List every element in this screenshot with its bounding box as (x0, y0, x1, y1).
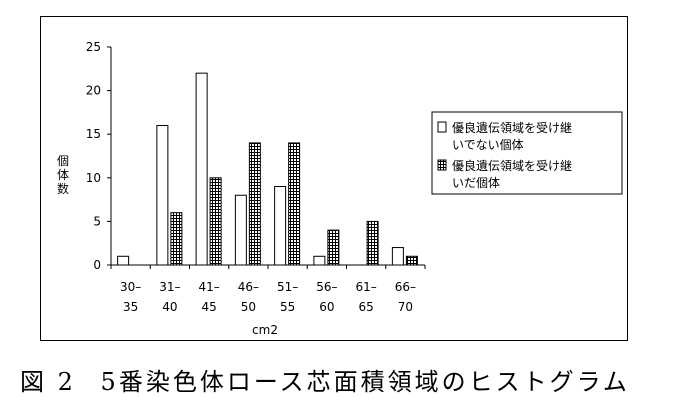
figure-title: 5番染色体ロース芯面積領域のヒストグラム (100, 368, 630, 396)
x-tick-label: 40 (162, 300, 177, 314)
legend-label: いだ個体 (452, 176, 500, 190)
legend-label: 優良遺伝領域を受け継 (452, 158, 572, 173)
bar-inherited (327, 229, 340, 266)
legend-box (431, 111, 623, 195)
x-tick-label: 35 (123, 300, 138, 314)
y-tick-label: 0 (93, 258, 101, 272)
legend-swatch (437, 121, 447, 133)
x-tick-label: 70 (398, 300, 413, 314)
bar-not-inherited (156, 124, 169, 266)
legend-label: いでない個体 (452, 138, 524, 152)
bar-not-inherited (117, 255, 130, 266)
bar-not-inherited (234, 194, 247, 266)
x-tick-label: 46– (238, 280, 259, 294)
x-tick-label: 56– (316, 280, 337, 294)
bar-inherited (170, 212, 183, 266)
x-tick-label: 55 (280, 300, 295, 314)
plot-area: 0 5 10 15 20 25 個体数 30– 35 31– 40 41– 45 46– 50 51– 55 56… (57, 40, 426, 337)
figure-caption: 図 2 5番染色体ロース芯面積領域のヒストグラム (20, 362, 660, 398)
bar-inherited (366, 220, 379, 266)
x-axis-title: cm2 (252, 323, 278, 337)
bar-not-inherited (195, 72, 208, 266)
x-tick-label: 51– (277, 280, 298, 294)
y-tick-label: 5 (93, 214, 101, 228)
chart-frame: 0 5 10 15 20 25 個体数 30– 35 31– 40 41– 45 46– 50 51– 55 56… (40, 16, 628, 341)
y-tick-label: 25 (86, 40, 101, 54)
bar-inherited (288, 142, 301, 266)
x-tick-label: 41– (198, 280, 219, 294)
x-tick-label: 31– (159, 280, 180, 294)
x-tick-label: 65 (358, 300, 373, 314)
figure-label: 図 2 (20, 368, 76, 396)
y-axis-title-char: 個 (57, 154, 69, 168)
x-tick-label: 66– (395, 280, 416, 294)
bar-inherited (248, 142, 261, 266)
bar-not-inherited (313, 255, 326, 266)
bar-inherited (405, 255, 418, 266)
x-tick-label: 50 (241, 300, 256, 314)
x-tick-label: 60 (319, 300, 334, 314)
y-axis-title-char: 体 (57, 168, 69, 182)
x-tick-label: 30– (120, 280, 141, 294)
y-tick-label: 15 (86, 127, 101, 141)
legend-label: 優良遺伝領域を受け継 (452, 120, 572, 135)
y-tick-label: 10 (86, 171, 101, 185)
histogram-chart: 0 5 10 15 20 25 個体数 30– 35 31– 40 41– 45 46– 50 51– 55 56… (57, 40, 623, 337)
y-axis-title-char: 数 (57, 181, 69, 196)
bar-not-inherited (274, 186, 287, 266)
x-tick-label: 45 (201, 300, 216, 314)
bar-not-inherited (391, 247, 404, 266)
bar-inherited (209, 177, 222, 266)
legend-swatch (437, 159, 447, 171)
x-tick-label: 61– (355, 280, 376, 294)
y-tick-label: 20 (86, 84, 101, 98)
